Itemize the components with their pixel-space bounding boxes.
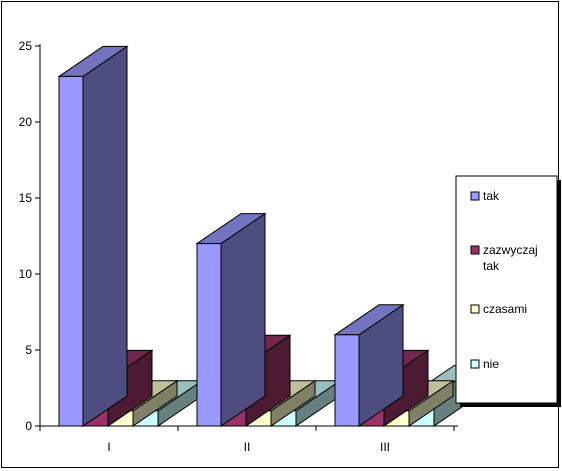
- legend-swatch-nie: [470, 359, 480, 369]
- legend-label: czasami: [483, 302, 527, 316]
- legend-label: zazwyczaj: [483, 243, 538, 257]
- bar-tak-III: [333, 303, 405, 427]
- bar-front-face: [58, 75, 84, 427]
- bar-side-face: [82, 45, 128, 427]
- legend: tak zazwyczaj tak czasami nie: [455, 175, 561, 407]
- y-tick-label: 5: [25, 343, 32, 357]
- bar-tak-II: [195, 212, 267, 427]
- x-tick-label: II: [244, 440, 251, 454]
- y-tick-label: 10: [19, 267, 33, 281]
- bar-side-face: [220, 212, 266, 427]
- legend-label: tak: [483, 189, 500, 203]
- bar-tak-I: [57, 45, 129, 427]
- x-tick-label: III: [380, 440, 390, 454]
- legend-label: tak: [483, 259, 500, 273]
- legend-swatch-tak: [470, 191, 480, 201]
- y-tick-label: 25: [19, 39, 33, 53]
- legend-label: nie: [483, 357, 499, 371]
- legend-box: [455, 175, 558, 404]
- y-tick-label: 0: [25, 419, 32, 433]
- x-tick-label: I: [107, 440, 110, 454]
- y-tick-label: 20: [19, 115, 33, 129]
- legend-swatch-zazwyczaj-tak: [470, 245, 480, 255]
- bar-front-face: [196, 243, 222, 427]
- bar-front-face: [334, 334, 360, 427]
- y-tick-label: 15: [19, 191, 33, 205]
- legend-swatch-czasami: [470, 304, 480, 314]
